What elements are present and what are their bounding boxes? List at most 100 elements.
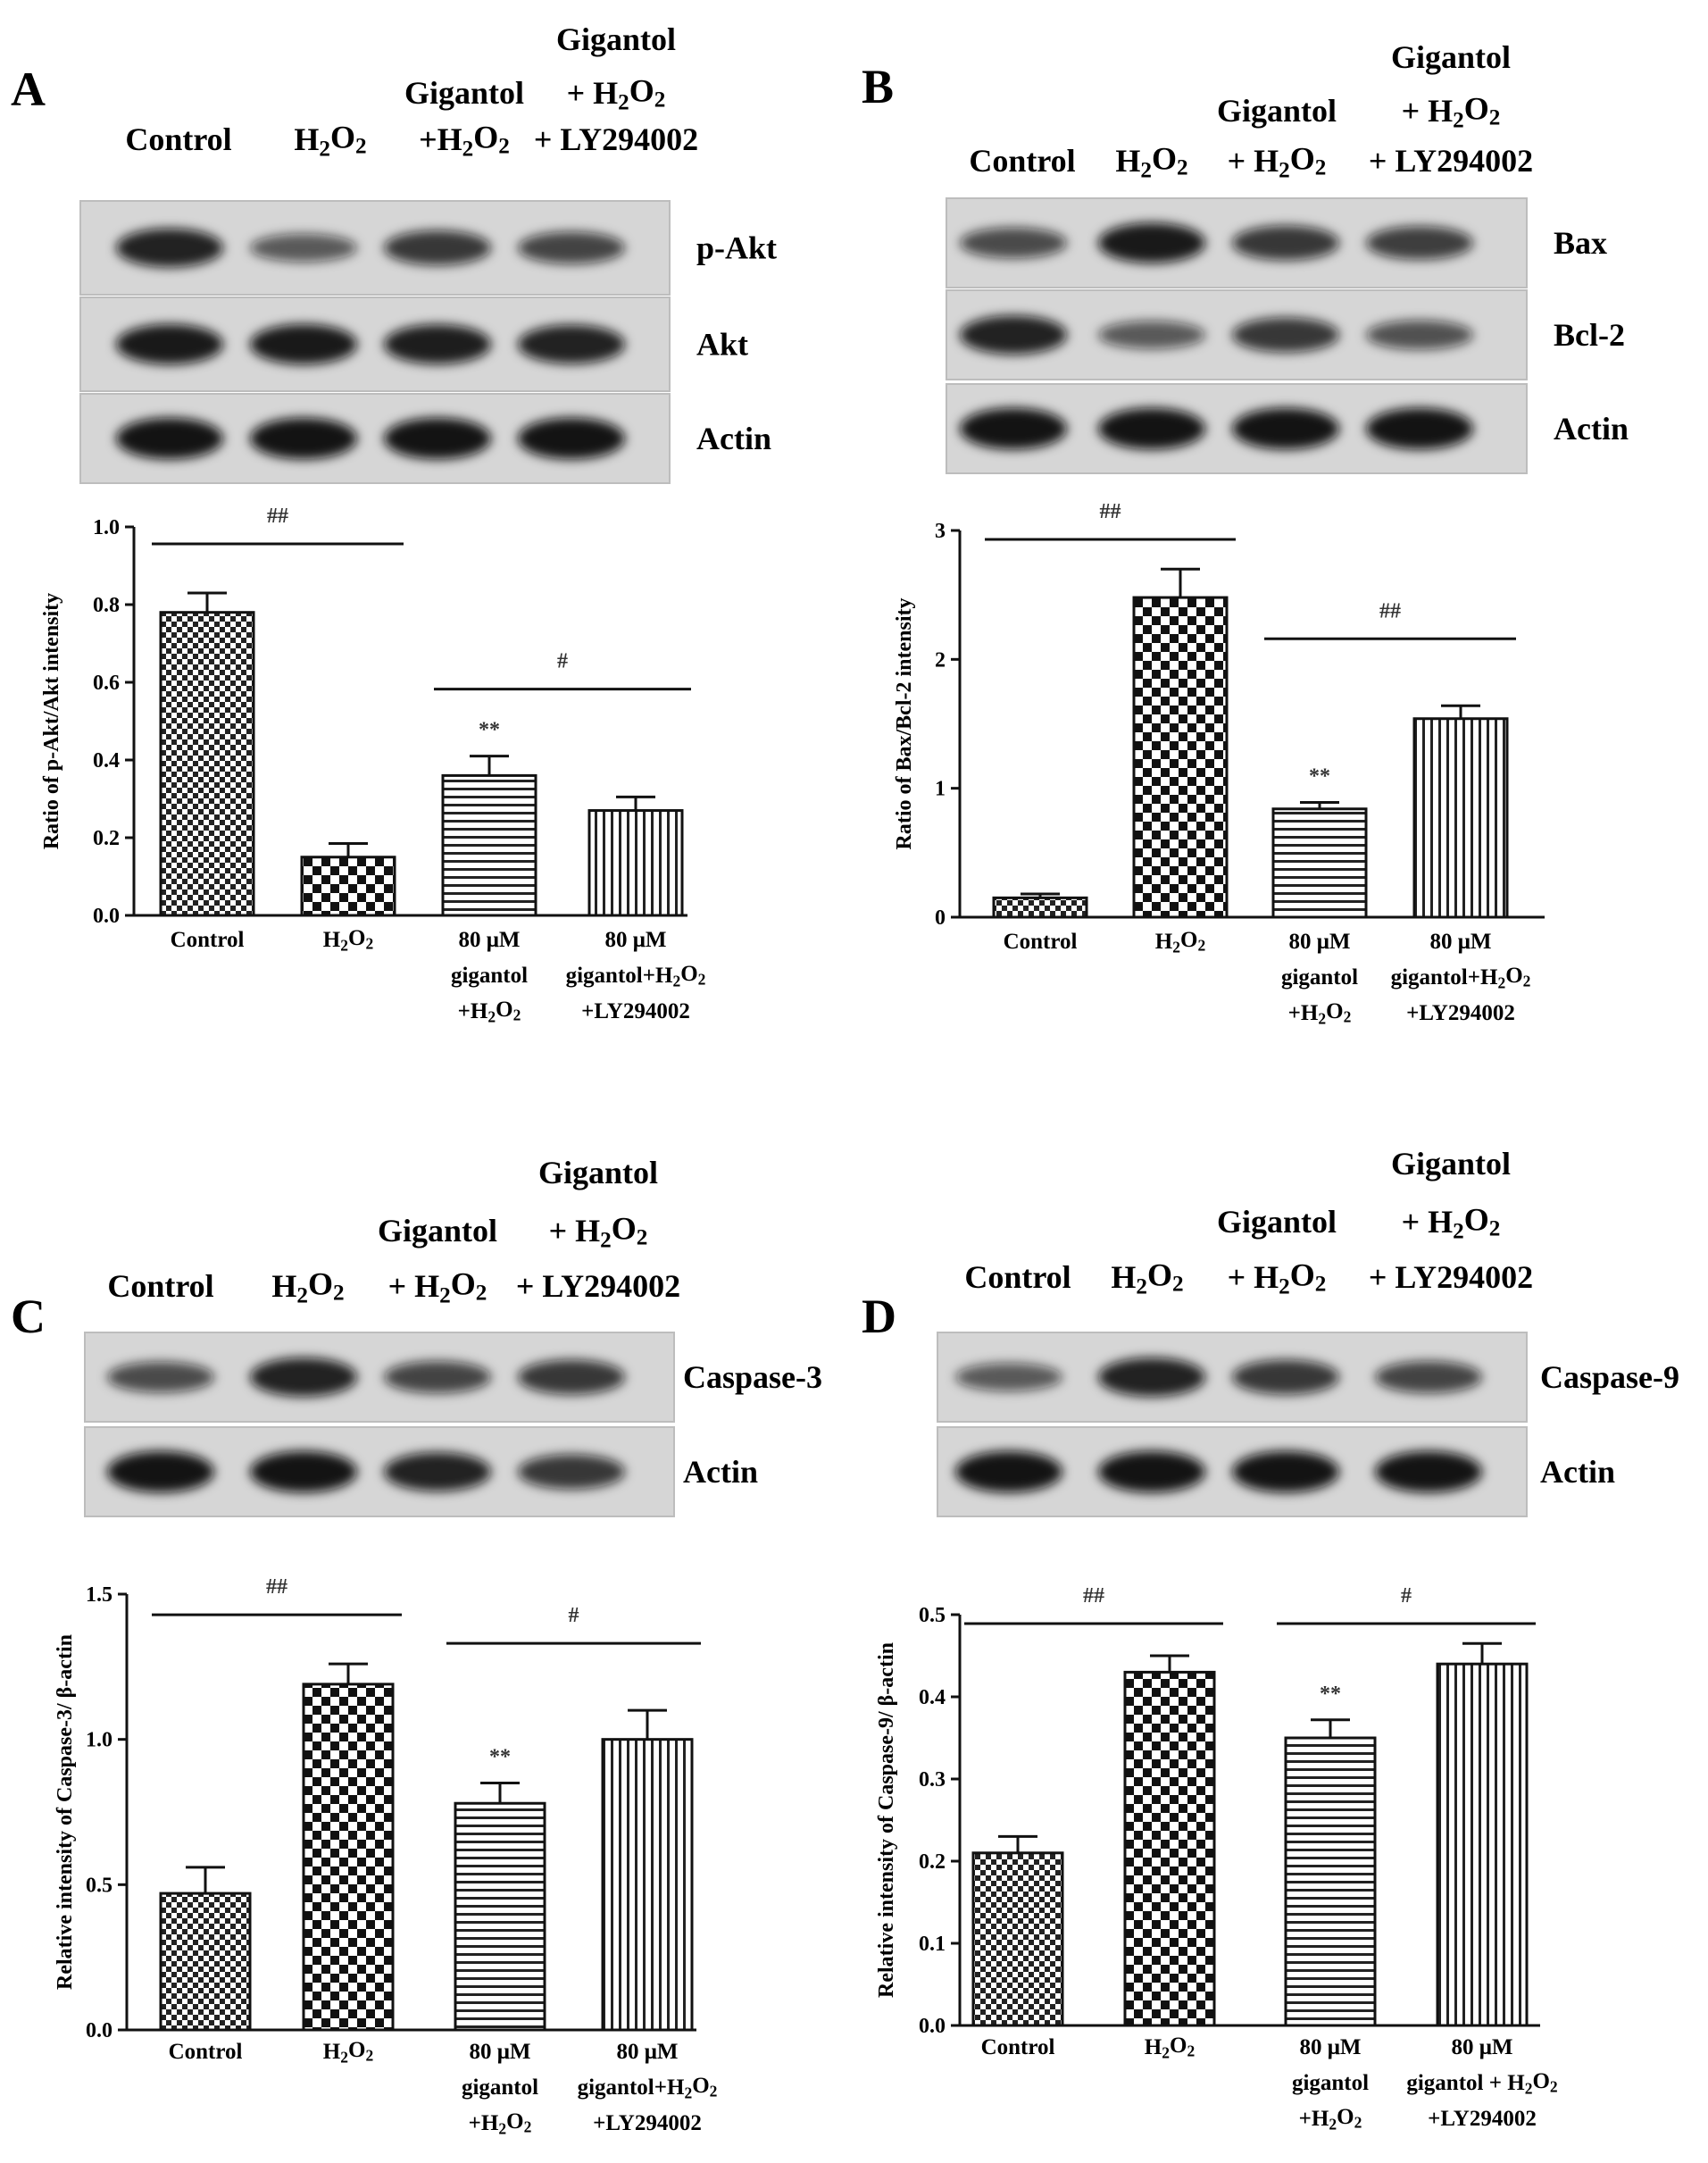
- y-axis-label: Ratio of p-Akt/Akt intensity: [40, 593, 63, 849]
- blot-band: [518, 231, 625, 264]
- category-label: H2O2: [323, 2038, 373, 2066]
- blot-band: [960, 315, 1067, 355]
- blot-label: Caspase-3: [683, 1359, 822, 1395]
- category-label: 80 μM: [1299, 2035, 1361, 2059]
- blot-band: [116, 228, 223, 268]
- category-label: gigantol: [462, 2075, 538, 2100]
- panel-letter: B: [862, 60, 894, 113]
- bar: [1132, 596, 1229, 919]
- category-label: 80 μM: [1429, 930, 1491, 954]
- lane-header-4: + H2O2: [549, 1210, 648, 1252]
- lane-header-3: +H2O2: [419, 119, 510, 161]
- blot-band: [1232, 407, 1339, 450]
- category-label: 80 μM: [604, 928, 666, 952]
- panel-letter: D: [862, 1290, 896, 1343]
- bar: [587, 809, 684, 917]
- lane-header-4: + H2O2: [1402, 90, 1501, 132]
- blot-band: [1098, 321, 1205, 349]
- blot-band: [518, 1359, 625, 1395]
- blot-band: [1232, 317, 1339, 353]
- blot-label: Bax: [1554, 225, 1607, 261]
- lane-header-1: Control: [969, 143, 1075, 179]
- blot-label: Actin: [1540, 1454, 1615, 1490]
- category-label: Control: [171, 928, 245, 952]
- y-tick-label: 3: [935, 520, 946, 543]
- lane-header-4: + LY294002: [1369, 1259, 1533, 1295]
- y-tick-label: 0: [935, 906, 946, 930]
- blot-row-caspase-9: Caspase-9: [937, 1332, 1679, 1423]
- lane-header-3: Gigantol: [378, 1213, 497, 1249]
- y-tick-label: 0.4: [93, 749, 120, 772]
- bar: [1123, 1670, 1216, 2027]
- lane-header-3: + H2O2: [388, 1265, 487, 1307]
- bracket-label: ##: [266, 1575, 287, 1599]
- blot-row-actin: Actin: [937, 1426, 1615, 1517]
- lane-header-4: + LY294002: [534, 121, 698, 157]
- blot-row-caspase-3: Caspase-3: [84, 1332, 822, 1423]
- blot-band: [384, 324, 491, 364]
- blot-band: [1098, 1357, 1205, 1397]
- bracket-label: #: [1401, 1584, 1412, 1608]
- category-label: +LY294002: [581, 999, 690, 1023]
- panel-letter: C: [11, 1290, 46, 1343]
- category-label: 80 μM: [1451, 2035, 1512, 2059]
- blot-band: [116, 417, 223, 460]
- category-label: gigantol + H2O2: [1406, 2069, 1557, 2097]
- blot-band: [384, 230, 491, 265]
- blot-label: Actin: [696, 421, 771, 456]
- y-tick-label: 0.5: [86, 1874, 112, 1897]
- blot-label: Akt: [696, 327, 748, 363]
- lane-header-1: Control: [107, 1268, 213, 1304]
- category-label: 80 μM: [469, 2040, 530, 2064]
- y-tick-label: 0.5: [919, 1604, 946, 1627]
- lane-header-4: + LY294002: [1369, 143, 1533, 179]
- bracket-label: ##: [267, 505, 288, 528]
- y-tick-label: 1.5: [86, 1583, 112, 1607]
- bar: [1412, 717, 1509, 919]
- blot-band: [1098, 1450, 1205, 1493]
- y-tick-label: 0.0: [919, 2015, 946, 2038]
- lane-header-4: Gigantol: [1391, 39, 1511, 75]
- blot-band: [1232, 225, 1339, 261]
- bracket-label: ##: [1100, 500, 1121, 523]
- blot-band: [250, 233, 357, 263]
- y-tick-label: 0.4: [919, 1686, 946, 1709]
- blot-band: [1232, 1359, 1339, 1395]
- panel-d: D Control H2O2 Gigantol + H2O2 Gigantol + H2O2…: [862, 1146, 1679, 2133]
- blot-band: [518, 1454, 625, 1490]
- blot-band: [250, 1450, 357, 1493]
- blot-band: [250, 324, 357, 364]
- category-label: +H2O2: [458, 998, 521, 1025]
- lane-header-3: Gigantol: [1217, 1204, 1337, 1240]
- category-label: Control: [1004, 930, 1078, 954]
- blot-band: [116, 324, 223, 364]
- blot-band: [955, 1450, 1062, 1493]
- y-tick-label: 0.2: [919, 1850, 946, 1874]
- category-label: +H2O2: [1288, 999, 1352, 1027]
- blot-band: [107, 1361, 214, 1393]
- category-label: gigantol+H2O2: [578, 2074, 718, 2101]
- blot-row-actin: Actin: [946, 383, 1629, 474]
- y-tick-label: 1: [935, 778, 946, 801]
- bar: [1436, 1662, 1529, 2027]
- blot-band: [1375, 1450, 1482, 1493]
- category-label: gigantol+H2O2: [566, 962, 706, 990]
- blot-band: [960, 407, 1067, 450]
- lane-header-1: Control: [125, 121, 231, 157]
- bar: [300, 856, 396, 917]
- y-tick-label: 0.1: [919, 1933, 946, 1956]
- blot-label: Actin: [1554, 411, 1629, 447]
- panel-b: B Control H2O2 Gigantol + H2O2 Gigantol + H2O2…: [862, 39, 1629, 1027]
- bracket-label: #: [569, 1604, 579, 1627]
- bar: [601, 1738, 694, 2032]
- blot-band: [960, 227, 1067, 259]
- y-axis-label: Relative intensity of Caspase-3/ β-actin: [54, 1634, 77, 1990]
- lane-header-4: Gigantol: [538, 1155, 658, 1190]
- category-label: gigantol: [451, 964, 528, 988]
- y-tick-label: 1.0: [93, 516, 120, 539]
- blot-row-p-akt: p-Akt: [79, 200, 777, 296]
- lane-header-3: Gigantol: [404, 75, 524, 111]
- category-label: H2O2: [323, 926, 373, 954]
- y-tick-label: 1.0: [86, 1729, 112, 1752]
